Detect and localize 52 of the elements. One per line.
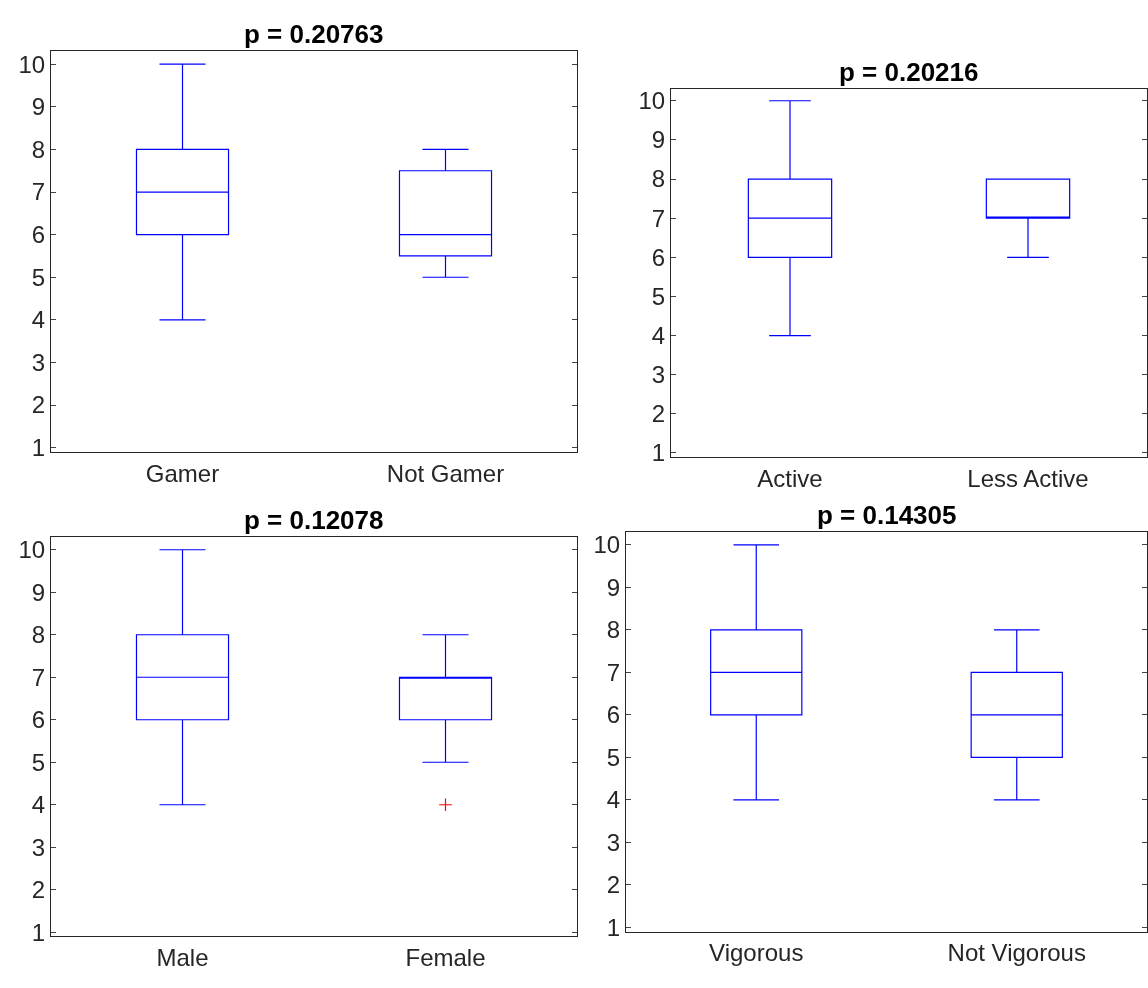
y-tick-label: 8 [651, 165, 666, 193]
y-tick-label: 5 [651, 282, 666, 310]
x-tick-label: Not Vigorous [947, 939, 1086, 967]
y-tick-label: 3 [31, 833, 46, 861]
y-tick-label: 2 [31, 391, 46, 419]
y-tick-label: 7 [651, 204, 666, 232]
y-tick-label: 3 [651, 361, 666, 389]
y-tick-label: 5 [31, 748, 46, 776]
y-tick-label: 6 [651, 243, 666, 271]
chart-title: p = 0.12078 [244, 505, 384, 535]
y-tick-label: 9 [606, 573, 621, 601]
y-tick-label: 7 [31, 178, 46, 206]
y-tick-label: 4 [31, 791, 46, 819]
y-tick-label: 9 [31, 93, 46, 121]
y-tick-label: 8 [606, 616, 621, 644]
y-tick-label: 10 [638, 87, 666, 115]
chart-title: p = 0.20216 [839, 57, 979, 87]
y-tick-label: 6 [31, 221, 46, 249]
y-tick-label: 2 [606, 871, 621, 899]
chart-title: p = 0.14305 [817, 500, 957, 530]
y-tick-label: 10 [18, 536, 46, 564]
x-tick-label: Female [405, 944, 486, 972]
y-tick-label: 2 [31, 876, 46, 904]
y-tick-label: 10 [593, 531, 621, 559]
y-tick-label: 5 [606, 743, 621, 771]
y-tick-label: 10 [18, 50, 46, 78]
x-tick-label: Male [156, 944, 209, 972]
y-tick-label: 5 [31, 263, 46, 291]
x-tick-label: Not Gamer [386, 459, 505, 487]
y-tick-label: 2 [651, 400, 666, 428]
x-tick-label: Active [757, 464, 823, 492]
y-tick-label: 3 [31, 348, 46, 376]
y-tick-label: 7 [31, 663, 46, 691]
y-tick-label: 1 [651, 439, 666, 467]
x-tick-label: Gamer [145, 459, 220, 487]
y-tick-label: 4 [606, 786, 621, 814]
y-tick-label: 3 [606, 828, 621, 856]
chart-title: p = 0.20763 [244, 19, 384, 49]
x-tick-label: Vigorous [709, 939, 804, 967]
y-tick-label: 1 [31, 434, 46, 462]
y-tick-label: 1 [606, 913, 621, 941]
y-tick-label: 4 [31, 306, 46, 334]
y-tick-label: 9 [651, 126, 666, 154]
y-tick-label: 6 [31, 706, 46, 734]
y-tick-label: 8 [31, 135, 46, 163]
y-tick-label: 9 [31, 578, 46, 606]
x-tick-label: Less Active [967, 464, 1089, 492]
y-tick-label: 7 [606, 658, 621, 686]
y-tick-label: 4 [651, 321, 666, 349]
y-tick-label: 1 [31, 918, 46, 946]
y-tick-label: 8 [31, 621, 46, 649]
y-tick-label: 6 [606, 701, 621, 729]
